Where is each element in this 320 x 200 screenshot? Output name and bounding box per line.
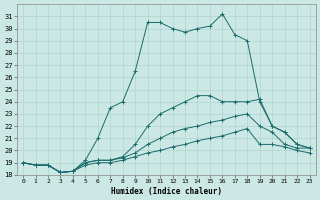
X-axis label: Humidex (Indice chaleur): Humidex (Indice chaleur) <box>111 187 222 196</box>
